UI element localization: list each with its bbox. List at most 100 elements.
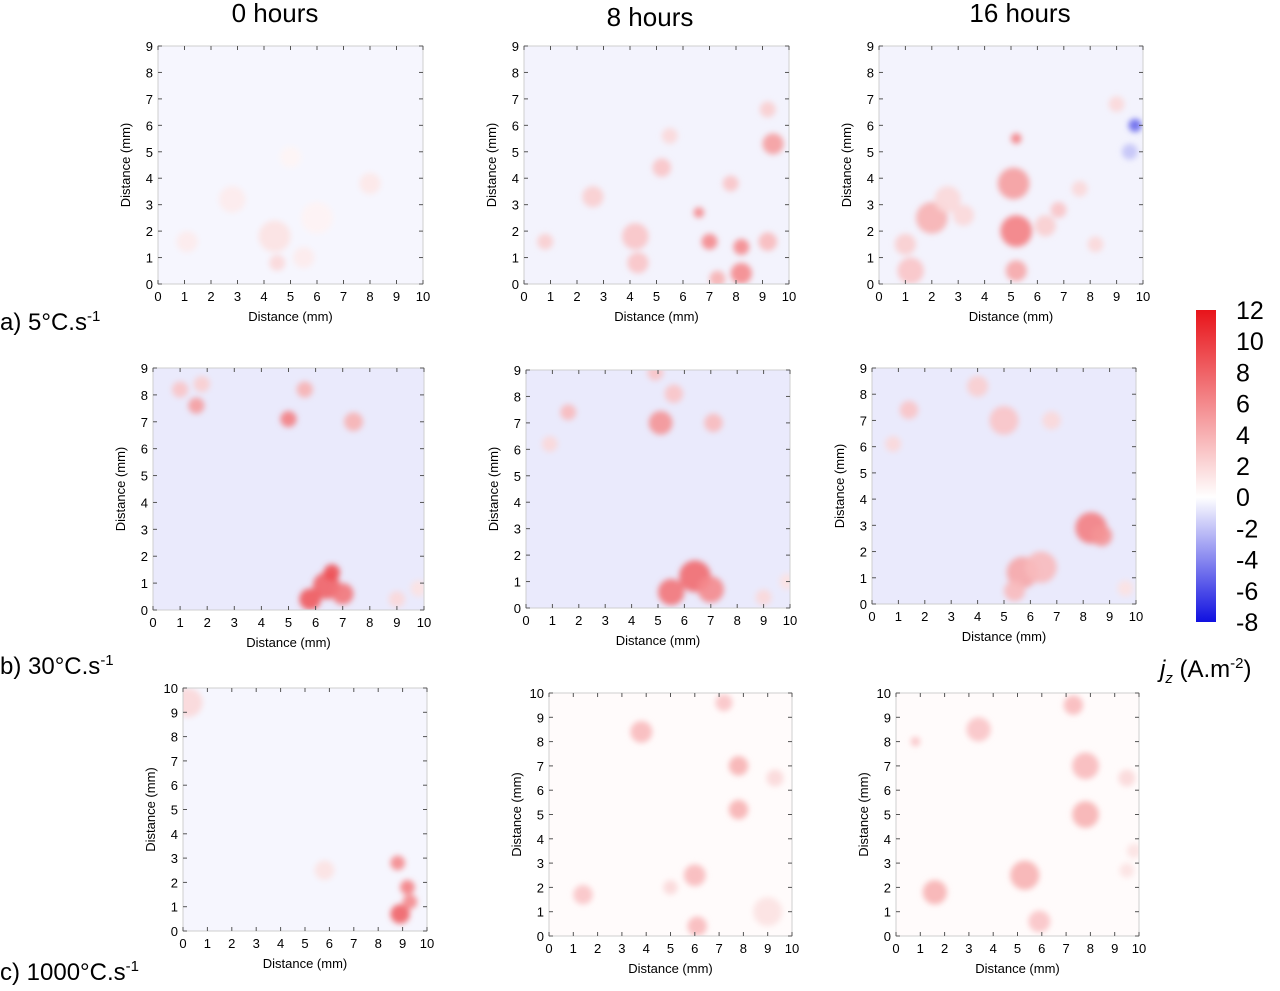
y-axis-title: Distance (mm)	[839, 123, 854, 208]
x-axis-title: Distance (mm)	[975, 961, 1060, 976]
y-tick-label: 5	[514, 469, 521, 484]
heatmap-panel: 0 1 2 3 4 5 6 7 8 9 10 0 1 2 3 4 5 6 7 8 9 Distance (mm) Dista…	[832, 361, 1143, 644]
y-tick-label: 10	[877, 686, 891, 701]
heatmap-spot	[728, 799, 749, 820]
x-tick-label: 10	[785, 941, 799, 956]
x-tick-label: 9	[764, 941, 771, 956]
x-axis-title: Distance (mm)	[962, 629, 1047, 644]
x-tick-label: 8	[366, 289, 373, 304]
heatmap-spot	[709, 270, 726, 284]
heatmap-spot	[952, 204, 975, 226]
y-axis-title: Distance (mm)	[509, 772, 524, 857]
colorbar-label-sub: z	[1165, 669, 1173, 687]
x-tick-label: 1	[895, 609, 902, 624]
heatmap-spot	[1010, 860, 1040, 890]
heatmap-spot	[647, 370, 664, 381]
y-tick-label: 3	[512, 198, 519, 213]
y-tick-label: 3	[141, 522, 148, 537]
x-tick-label: 7	[1053, 609, 1060, 624]
y-axis-title: Distance (mm)	[113, 447, 128, 532]
x-tick-label: 0	[179, 936, 186, 951]
y-tick-label: 9	[884, 710, 891, 725]
y-tick-label: 5	[867, 145, 874, 160]
column-title-8h: 8 hours	[606, 2, 694, 32]
x-tick-label: 1	[176, 615, 183, 630]
x-tick-label: 7	[1060, 289, 1067, 304]
y-tick-label: 6	[171, 778, 178, 793]
x-tick-label: 4	[981, 289, 988, 304]
heatmap-spot	[410, 580, 424, 597]
x-tick-label: 10	[417, 615, 431, 630]
y-tick-label: 6	[141, 442, 148, 457]
heatmap-spot	[193, 376, 210, 393]
y-tick-label: 6	[860, 440, 867, 455]
x-tick-label: 5	[301, 936, 308, 951]
y-tick-label: 3	[884, 856, 891, 871]
y-tick-label: 4	[867, 171, 874, 186]
y-tick-label: 2	[537, 880, 544, 895]
heatmap-spot	[779, 573, 790, 590]
row-label-a-text: a) 5°C.s	[0, 309, 87, 336]
y-tick-label: 9	[512, 39, 519, 54]
y-tick-label: 6	[884, 783, 891, 798]
heatmap-spot	[897, 257, 924, 284]
y-tick-label: 6	[537, 783, 544, 798]
colorbar-label: jz (A.m-2)	[1160, 655, 1252, 687]
x-tick-label: 10	[420, 936, 434, 951]
heatmap-spot	[1063, 695, 1084, 715]
y-tick-label: 6	[867, 118, 874, 133]
x-tick-label: 6	[312, 615, 319, 630]
x-tick-label: 2	[207, 289, 214, 304]
heatmap-spot	[299, 588, 322, 610]
x-tick-label: 1	[570, 941, 577, 956]
x-tick-label: 3	[602, 613, 609, 628]
colorbar-label-unit: (A.m	[1172, 656, 1231, 683]
x-tick-label: 6	[679, 289, 686, 304]
y-tick-label: 9	[171, 705, 178, 720]
x-tick-label: 7	[715, 941, 722, 956]
heatmap-spot	[1071, 180, 1088, 197]
x-tick-label: 2	[921, 609, 928, 624]
x-tick-label: 3	[618, 941, 625, 956]
x-tick-label: 1	[181, 289, 188, 304]
y-tick-label: 8	[141, 388, 148, 403]
heatmap-spot	[293, 246, 315, 269]
x-tick-label: 9	[399, 936, 406, 951]
y-tick-label: 1	[514, 575, 521, 590]
x-tick-label: 8	[375, 936, 382, 951]
heatmap-spot	[573, 884, 593, 905]
x-tick-label: 7	[350, 936, 357, 951]
y-tick-label: 0	[537, 929, 544, 944]
heatmap-spot	[762, 133, 784, 155]
row-label-c-sup: -1	[125, 958, 139, 975]
heatmap-spot	[730, 262, 752, 284]
x-axis-title: Distance (mm)	[263, 956, 348, 971]
y-tick-label: 9	[867, 39, 874, 54]
y-tick-label: 1	[146, 251, 153, 266]
y-tick-label: 6	[512, 118, 519, 133]
y-tick-label: 8	[537, 735, 544, 750]
heatmap-spot	[683, 864, 706, 887]
heatmap-spot	[537, 233, 554, 250]
y-tick-label: 8	[860, 387, 867, 402]
x-tick-label: 2	[928, 289, 935, 304]
y-tick-label: 6	[146, 118, 153, 133]
x-tick-label: 2	[941, 941, 948, 956]
heatmap-spot	[296, 381, 313, 398]
heatmap-spot	[687, 916, 707, 936]
y-tick-label: 8	[171, 730, 178, 745]
heatmap-spot	[1108, 96, 1125, 113]
x-tick-label: 1	[549, 613, 556, 628]
heatmap-spot	[1119, 863, 1135, 878]
heatmap-spot	[661, 127, 678, 144]
y-tick-label: 4	[171, 827, 178, 842]
y-tick-label: 7	[171, 754, 178, 769]
row-label-b-sup: -1	[100, 652, 114, 669]
x-tick-label: 0	[154, 289, 161, 304]
y-tick-label: 0	[884, 929, 891, 944]
x-tick-label: 8	[1087, 941, 1094, 956]
x-tick-label: 4	[643, 941, 650, 956]
x-tick-label: 9	[759, 289, 766, 304]
heatmap-spot	[1025, 551, 1057, 584]
